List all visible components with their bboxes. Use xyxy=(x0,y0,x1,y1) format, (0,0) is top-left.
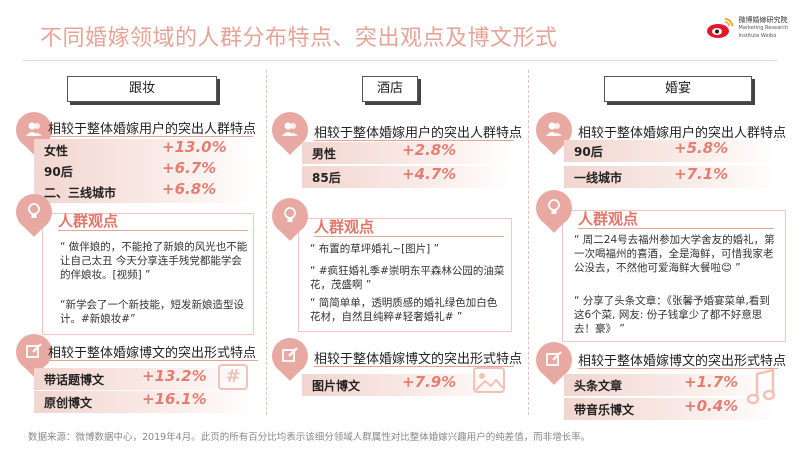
crowd-section-title: 相较于整体婚嫁用户的突出人群特点 xyxy=(48,122,257,137)
column-divider xyxy=(528,70,529,415)
quote: “ #疯狂婚礼季#崇明东平森林公园的油菜花，茂盛啊 ” xyxy=(310,265,505,291)
lightbulb-icon xyxy=(548,199,560,214)
form-row: 带话题博文 +13.2% xyxy=(34,367,254,390)
people-icon xyxy=(282,122,298,136)
crowd-value: +13.0% xyxy=(162,138,227,156)
view-title: 人群观点 xyxy=(314,218,375,236)
crowd-value: +6.7% xyxy=(162,159,217,177)
form-label: 带话题博文 xyxy=(44,373,105,387)
crowd-label: 女性 xyxy=(44,144,69,158)
quote: “ 布置的草坪婚礼~[图片] ” xyxy=(310,243,440,255)
form-label: 图片博文 xyxy=(312,379,361,393)
quote: “ 分享了头条文章：《张馨予婚宴菜单,看到这6个菜, 网友: 份子钱拿少了都不好… xyxy=(574,295,770,335)
crowd-section-title: 相较于整体婚嫁用户的突出人群特点 xyxy=(314,126,523,141)
edit-icon xyxy=(26,343,42,358)
view-pin xyxy=(16,194,52,238)
column-banquet: 婚宴 相较于整体婚嫁用户的突出人群特点 90后 +5.8% 一线城市 +7.1%… xyxy=(534,70,786,420)
view-box xyxy=(298,218,512,332)
form-row: 原创博文 +16.1% xyxy=(34,390,254,413)
view-pin xyxy=(536,190,572,234)
lightbulb-icon xyxy=(284,207,296,222)
form-label: 带音乐博文 xyxy=(574,403,635,417)
footer-note: 数据来源：微博数据中心，2019年4月。此页的所有百分比均表示该细分领域人群属性… xyxy=(28,432,591,443)
page-title: 不同婚嫁领域的人群分布特点、突出观点及博文形式 xyxy=(40,26,558,51)
form-row: 头条文章 +1.7% xyxy=(564,373,776,396)
form-row: 带音乐博文 +0.4% xyxy=(564,397,776,420)
weibo-eye-icon xyxy=(705,16,735,40)
logo-name: 微博婚嫁研究院 xyxy=(738,16,788,24)
column-header: 酒店 xyxy=(362,76,418,102)
column-header: 跟妆 xyxy=(67,76,217,102)
form-label: 原创博文 xyxy=(44,396,93,410)
quote: “ 简简单单，透明质感的婚礼绿色加白色花材，自然且纯粹#轻奢婚礼# ” xyxy=(310,297,498,323)
music-note-icon xyxy=(746,368,776,405)
crowd-row: 男性 +2.8% xyxy=(302,141,512,164)
crowd-row: 二、三线城市 +6.8% xyxy=(34,180,254,203)
section-underline xyxy=(48,136,253,137)
crowd-row: 女性 +13.0% xyxy=(34,138,254,161)
crowd-value: +5.8% xyxy=(674,139,729,157)
crowd-label: 90后 xyxy=(44,165,73,179)
view-box xyxy=(562,210,786,342)
form-value: +13.2% xyxy=(142,367,207,385)
crowd-row: 90后 +5.8% xyxy=(564,139,776,162)
column-makeup: 跟妆 相较于整体婚嫁用户的突出人群特点 女性 +13.0% 90后 +6.7% … xyxy=(12,70,260,420)
view-underline xyxy=(58,230,248,231)
form-section-title: 相较于整体婚嫁博文的突出形式特点 xyxy=(578,354,787,369)
quote: “ 周二24号去福州参加大学舍友的婚礼，第一次喝福州的喜酒，全是海鲜，可惜我家老… xyxy=(574,234,775,274)
form-label: 头条文章 xyxy=(574,379,623,393)
edit-icon xyxy=(282,347,298,362)
crowd-label: 85后 xyxy=(312,171,341,185)
crowd-section-title: 相较于整体婚嫁用户的突出人群特点 xyxy=(578,126,787,141)
form-row: 图片博文 +7.9% xyxy=(302,373,512,396)
crowd-label: 二、三线城市 xyxy=(44,186,117,200)
column-header: 婚宴 xyxy=(604,76,752,102)
form-value: +16.1% xyxy=(142,390,207,408)
quote: “新学会了一个新技能，短发新娘造型设计。#新娘妆#” xyxy=(60,299,244,325)
crowd-row: 85后 +4.7% xyxy=(302,165,512,188)
form-pin xyxy=(272,338,308,382)
view-pin xyxy=(272,198,308,242)
crowd-value: +6.8% xyxy=(162,180,217,198)
form-value: +7.9% xyxy=(402,373,457,391)
view-underline xyxy=(314,236,504,237)
crowd-value: +4.7% xyxy=(402,165,457,183)
crowd-row: 90后 +6.7% xyxy=(34,159,254,182)
header-divider xyxy=(22,60,778,61)
form-pin xyxy=(16,334,52,378)
crowd-label: 一线城市 xyxy=(574,171,623,185)
form-section-title: 相较于整体婚嫁博文的突出形式特点 xyxy=(314,352,523,367)
quote: “ 做伴娘的，不能抢了新娘的风光也不能让自己太丑 今天分享连手残党都能学会的伴娘… xyxy=(60,241,248,281)
section-underline xyxy=(314,366,514,367)
crowd-row: 一线城市 +7.1% xyxy=(564,165,776,188)
people-icon xyxy=(546,122,562,136)
column-hotel: 酒店 相较于整体婚嫁用户的突出人群特点 男性 +2.8% 85后 +4.7% 人… xyxy=(272,70,523,420)
logo-sub-2: Institute Weibo xyxy=(738,33,777,39)
crowd-value: +7.1% xyxy=(674,165,729,183)
view-box xyxy=(42,213,254,335)
crowd-value: +2.8% xyxy=(402,141,457,159)
crowd-label: 男性 xyxy=(312,147,337,161)
logo-sub-1: Marketing Research xyxy=(738,25,788,31)
edit-icon xyxy=(546,351,562,366)
form-value: +1.7% xyxy=(684,373,739,391)
lightbulb-icon xyxy=(28,203,40,218)
hashtag-icon: # xyxy=(218,364,248,390)
form-pin xyxy=(536,342,572,386)
form-section-title: 相较于整体婚嫁博文的突出形式特点 xyxy=(48,346,257,361)
form-value: +0.4% xyxy=(684,397,739,415)
view-underline xyxy=(578,228,774,229)
image-icon xyxy=(473,367,505,393)
view-title: 人群观点 xyxy=(578,210,639,228)
section-underline xyxy=(314,140,514,141)
crowd-label: 90后 xyxy=(574,145,603,159)
weibo-logo: 微博婚嫁研究院 Marketing Research Institute Wei… xyxy=(705,16,788,40)
people-icon xyxy=(26,122,42,136)
view-title: 人群观点 xyxy=(58,212,119,230)
column-divider xyxy=(266,70,267,415)
section-underline xyxy=(48,360,258,361)
section-underline xyxy=(578,368,778,369)
